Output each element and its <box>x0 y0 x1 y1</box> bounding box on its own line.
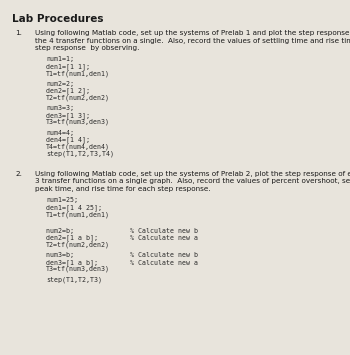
Text: step(T1,T2,T3,T4): step(T1,T2,T3,T4) <box>46 150 114 157</box>
Text: den3=[1 a b];        % Calculate new a: den3=[1 a b]; % Calculate new a <box>46 259 198 266</box>
Text: num3=b;              % Calculate new b: num3=b; % Calculate new b <box>46 252 198 258</box>
Text: den1=[1 1];: den1=[1 1]; <box>46 63 90 70</box>
Text: den4=[1 4];: den4=[1 4]; <box>46 137 90 143</box>
Text: num1=1;: num1=1; <box>46 56 74 62</box>
Text: step(T1,T2,T3): step(T1,T2,T3) <box>46 277 102 283</box>
Text: Lab Procedures: Lab Procedures <box>12 14 104 24</box>
Text: den3=[1 3];: den3=[1 3]; <box>46 112 90 119</box>
Text: 1.: 1. <box>15 30 22 36</box>
Text: den1=[1 4 25];: den1=[1 4 25]; <box>46 204 102 211</box>
Text: num2=b;              % Calculate new b: num2=b; % Calculate new b <box>46 228 198 234</box>
Text: peak time, and rise time for each step response.: peak time, and rise time for each step r… <box>35 186 211 192</box>
Text: the 4 transfer functions on a single.  Also, record the values of settling time : the 4 transfer functions on a single. Al… <box>35 38 350 44</box>
Text: num2=2;: num2=2; <box>46 81 74 87</box>
Text: T3=tf(num3,den3): T3=tf(num3,den3) <box>46 119 110 125</box>
Text: T1=tf(num1,den1): T1=tf(num1,den1) <box>46 211 110 218</box>
Text: step response  by observing.: step response by observing. <box>35 45 139 51</box>
Text: Using following Matlab code, set up the systems of Prelab 2, plot the step respo: Using following Matlab code, set up the … <box>35 171 350 177</box>
Text: num1=25;: num1=25; <box>46 197 78 203</box>
Text: 2.: 2. <box>15 171 22 177</box>
Text: num3=3;: num3=3; <box>46 105 74 111</box>
Text: 3 transfer functions on a single graph.  Also, record the values of percent over: 3 transfer functions on a single graph. … <box>35 179 350 184</box>
Text: T2=tf(num2,den2): T2=tf(num2,den2) <box>46 241 110 248</box>
Text: den2=[1 2];: den2=[1 2]; <box>46 88 90 94</box>
Text: num4=4;: num4=4; <box>46 130 74 136</box>
Text: T4=tf(num4,den4): T4=tf(num4,den4) <box>46 143 110 150</box>
Text: den2=[1 a b];        % Calculate new a: den2=[1 a b]; % Calculate new a <box>46 235 198 241</box>
Text: Using following Matlab code, set up the systems of Prelab 1 and plot the step re: Using following Matlab code, set up the … <box>35 30 350 36</box>
Text: T2=tf(num2,den2): T2=tf(num2,den2) <box>46 94 110 101</box>
Text: T3=tf(num3,den3): T3=tf(num3,den3) <box>46 266 110 272</box>
Text: T1=tf(num1,den1): T1=tf(num1,den1) <box>46 70 110 77</box>
